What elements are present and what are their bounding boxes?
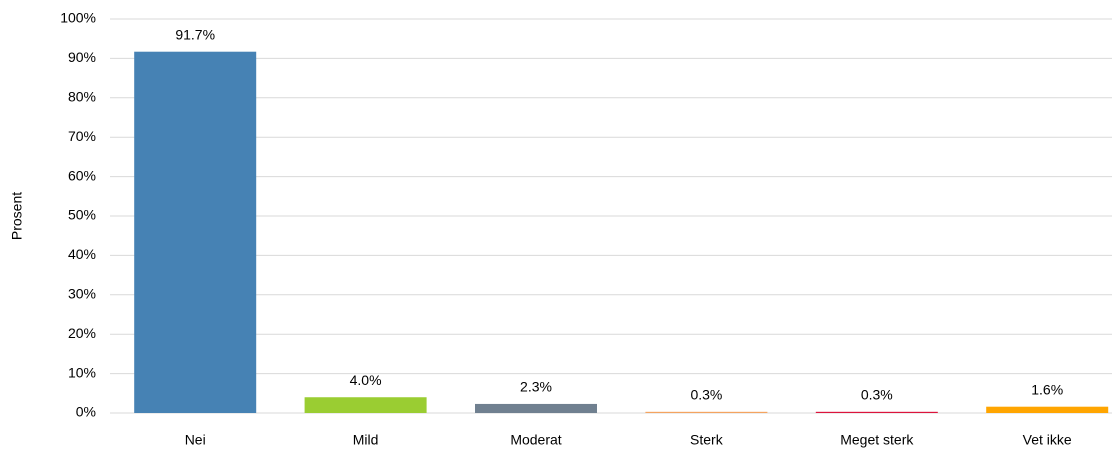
y-tick-label: 40% <box>68 246 96 262</box>
y-tick-label: 50% <box>68 207 96 223</box>
data-label: 4.0% <box>350 372 382 388</box>
bar <box>986 406 1109 413</box>
bar <box>134 51 257 414</box>
x-tick-label: Mild <box>353 432 379 448</box>
bar <box>645 411 768 413</box>
y-tick-label: 70% <box>68 128 96 144</box>
y-tick-label: 90% <box>68 49 96 65</box>
y-tick-label: 20% <box>68 325 96 341</box>
bar <box>815 411 938 413</box>
x-tick-label: Vet ikke <box>1023 432 1072 448</box>
y-axis-label: Prosent <box>9 192 25 240</box>
y-tick-label: 10% <box>68 364 96 380</box>
bar <box>304 397 427 413</box>
data-label: 2.3% <box>520 379 552 395</box>
data-label: 91.7% <box>175 26 215 42</box>
y-tick-label: 60% <box>68 167 96 183</box>
x-tick-label: Meget sterk <box>840 432 914 448</box>
data-label: 0.3% <box>861 387 893 403</box>
y-tick-label: 100% <box>60 10 96 26</box>
data-label: 0.3% <box>690 387 722 403</box>
bar <box>475 403 597 413</box>
x-tick-label: Sterk <box>690 432 724 448</box>
x-tick-label: Moderat <box>510 432 561 448</box>
x-tick-label: Nei <box>185 432 206 448</box>
y-tick-label: 30% <box>68 286 96 302</box>
data-label: 1.6% <box>1031 381 1063 397</box>
y-tick-label: 80% <box>68 89 96 105</box>
y-tick-label: 0% <box>76 404 96 420</box>
